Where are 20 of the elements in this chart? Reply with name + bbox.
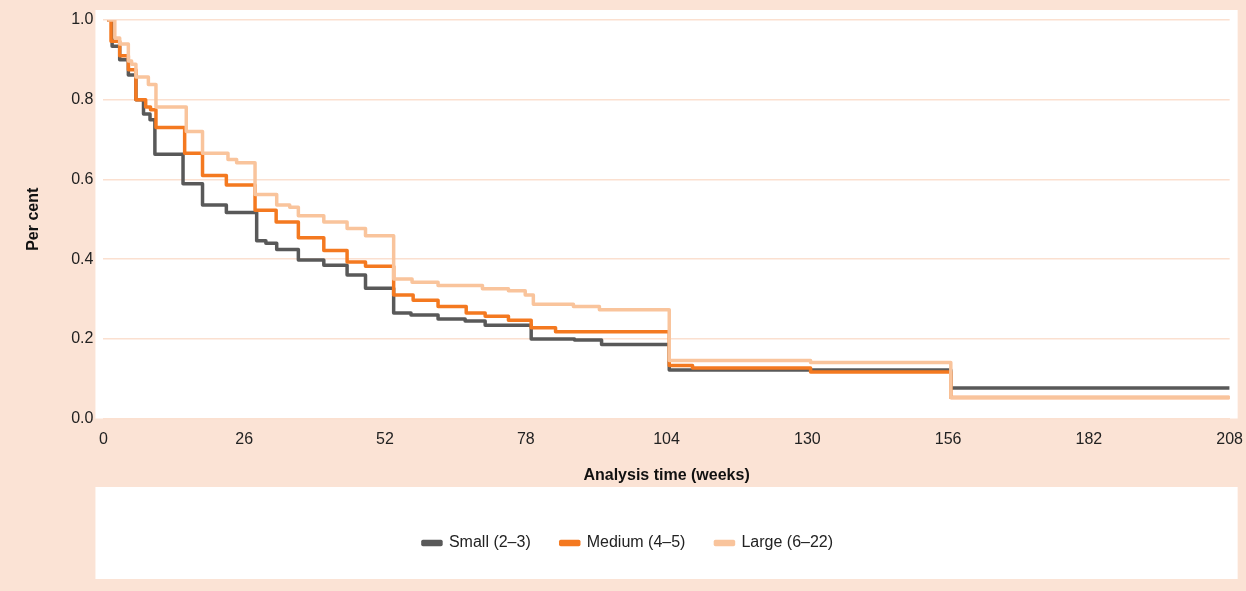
x-tick-label: 156 — [934, 429, 962, 447]
y-tick-label: 0.4 — [71, 249, 94, 267]
y-tick-label: 0.6 — [71, 169, 94, 187]
x-tick-label: 78 — [516, 429, 535, 447]
x-tick-label: 52 — [376, 429, 394, 447]
legend-label: Small (2–3) — [448, 533, 531, 551]
x-tick-label: 130 — [793, 429, 821, 447]
x-tick-label: 104 — [653, 429, 680, 447]
x-tick-label: 208 — [1216, 429, 1244, 447]
y-tick-label: 0.8 — [71, 90, 94, 108]
x-tick-label: 182 — [1075, 429, 1103, 447]
y-tick-label: 0.0 — [71, 409, 94, 427]
y-tick-label: 0.2 — [71, 329, 94, 347]
y-tick-label: 1.0 — [71, 10, 94, 28]
x-tick-label: 0 — [98, 429, 108, 447]
legend-label: Medium (4–5) — [586, 533, 686, 551]
legend-label: Large (6–22) — [741, 533, 834, 551]
x-tick-label: 26 — [235, 429, 254, 447]
x-axis-title: Analysis time (weeks) — [583, 465, 750, 483]
y-axis-title: Per cent — [24, 187, 42, 251]
